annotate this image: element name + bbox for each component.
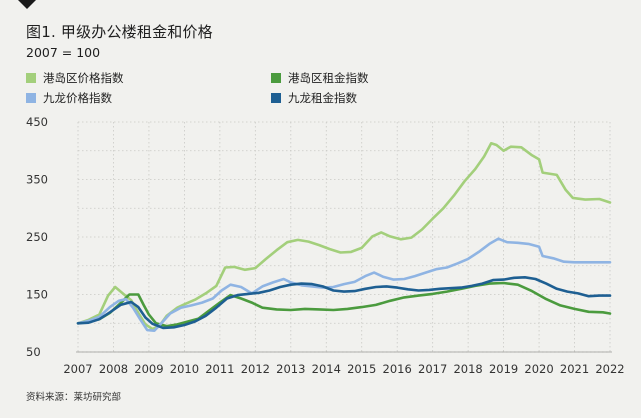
x-tick-label: 2009 xyxy=(134,362,163,376)
legend-item-kowloon-price: 九龙价格指数 xyxy=(26,90,112,106)
legend-swatch xyxy=(271,93,281,103)
legend-label: 港岛区价格指数 xyxy=(43,71,124,85)
legend-swatch xyxy=(26,93,36,103)
y-tick-label: 50 xyxy=(26,345,41,359)
x-tick-label: 2017 xyxy=(418,362,447,376)
chart-legend: 港岛区价格指数 九龙价格指数 港岛区租金指数 九龙租金指数 xyxy=(26,70,626,110)
legend-swatch xyxy=(271,73,281,83)
chart-title: 图1. 甲级办公楼租金和价格 xyxy=(26,23,213,41)
x-tick-label: 2019 xyxy=(489,362,518,376)
legend-label: 九龙价格指数 xyxy=(43,91,112,105)
chart-subtitle: 2007 = 100 xyxy=(26,45,101,60)
x-tick-label: 2013 xyxy=(276,362,305,376)
series-line-kowloon-rent xyxy=(76,276,612,330)
source-note: 资料来源：莱坊研究部 xyxy=(26,392,122,403)
x-tick-label: 2018 xyxy=(453,362,482,376)
x-tick-label: 2011 xyxy=(205,362,234,376)
x-tick-label: 2020 xyxy=(524,362,553,376)
x-tick-label: 2010 xyxy=(170,362,199,376)
corner-marker xyxy=(18,0,36,9)
legend-item-hk-island-rent: 港岛区租金指数 xyxy=(271,70,369,86)
x-tick-label: 2007 xyxy=(63,362,92,376)
x-tick-label: 2021 xyxy=(560,362,589,376)
legend-item-kowloon-rent: 九龙租金指数 xyxy=(271,90,357,106)
x-tick-label: 2022 xyxy=(595,362,624,376)
y-tick-label: 450 xyxy=(26,115,48,129)
x-tick-label: 2008 xyxy=(99,362,128,376)
x-tick-label: 2012 xyxy=(241,362,270,376)
x-tick-label: 2014 xyxy=(312,362,341,376)
x-tick-label: 2016 xyxy=(383,362,412,376)
legend-item-hk-island-price: 港岛区价格指数 xyxy=(26,70,124,86)
y-tick-label: 350 xyxy=(26,173,48,187)
legend-label: 港岛区租金指数 xyxy=(288,71,369,85)
series-line-hk-island-rent xyxy=(76,281,612,328)
y-tick-label: 250 xyxy=(26,230,48,244)
legend-swatch xyxy=(26,73,36,83)
legend-label: 九龙租金指数 xyxy=(288,91,357,105)
series-line-hk-island-price xyxy=(76,142,612,331)
x-tick-label: 2015 xyxy=(347,362,376,376)
y-tick-label: 150 xyxy=(26,288,48,302)
